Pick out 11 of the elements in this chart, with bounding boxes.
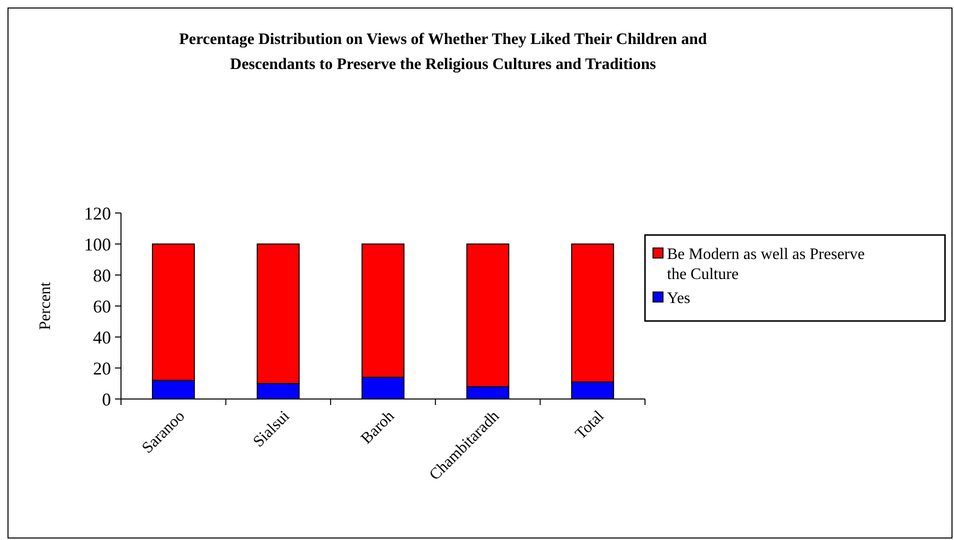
chart-title: Percentage Distribution on Views of Whether They Liked Their Children and Descendants to Preserve the Religious Cultures and Traditions [179, 31, 707, 73]
y-tick-label: 60 [93, 296, 111, 316]
y-tick-label: 20 [93, 358, 111, 378]
y-tick-label: 100 [84, 234, 111, 254]
y-tick-label: 80 [93, 265, 111, 286]
legend-label: Yes [667, 290, 690, 307]
y-tick-label: 40 [93, 327, 111, 348]
y-axis-title: Percent [37, 281, 54, 330]
y-tick-label: 120 [84, 203, 111, 224]
legend-label: Be Modern as well as Preserve the Culture [667, 246, 865, 283]
y-tick-label: 0 [102, 389, 111, 410]
